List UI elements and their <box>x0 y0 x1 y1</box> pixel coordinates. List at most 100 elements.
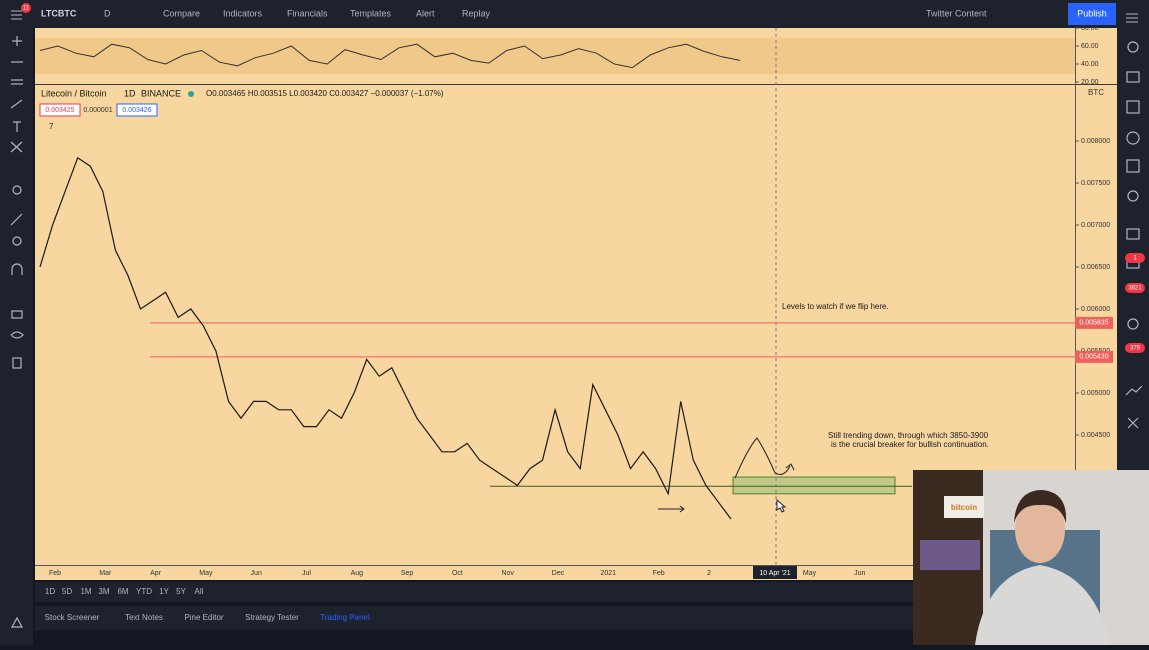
sidebar-badge-text: 1 <box>1133 256 1137 262</box>
oscillator-line <box>39 43 741 69</box>
cursor <box>776 498 787 513</box>
level-label: 0.005835 <box>1079 320 1108 327</box>
sell-box[interactable] <box>39 103 81 117</box>
chart-exchange: BINANCE <box>141 88 181 98</box>
projection-drawing <box>734 437 795 479</box>
ohlc: O0.003465 H0.003515 L0.003420 C0.003427 … <box>206 89 444 98</box>
crosshair-label: 10 Apr '21 <box>759 570 790 577</box>
range-button[interactable]: YTD <box>136 587 152 596</box>
x-tick-label: 2 <box>707 570 711 577</box>
spread: 0.000001 <box>83 107 112 114</box>
oscillator-tick-label: 20.00 <box>1081 79 1099 86</box>
hair <box>1014 490 1067 523</box>
range-button[interactable]: 1D <box>45 587 55 596</box>
x-tick-label: Jun <box>251 570 262 577</box>
sign-text: bitcoin <box>951 503 977 512</box>
y-tick-label: 0.004500 <box>1081 432 1110 439</box>
x-tick-label: May <box>803 570 817 577</box>
x-tick-label: Aug <box>351 570 364 577</box>
sidebar-badge <box>1125 283 1145 293</box>
sidebar-badge <box>1125 253 1145 263</box>
x-tick-label: Nov <box>501 570 514 577</box>
x-tick-label: Jun <box>854 570 865 577</box>
books <box>920 540 980 570</box>
range-button[interactable]: 1Y <box>159 587 169 596</box>
oscillator-tick-label: 40.00 <box>1081 61 1099 68</box>
y-tick-label: 0.005000 <box>1081 390 1110 397</box>
toolbar-icons <box>11 10 1138 23</box>
x-tick-label: Dec <box>552 570 565 577</box>
y-tick-label: 0.008000 <box>1081 138 1110 145</box>
range-button[interactable]: 6M <box>117 587 128 596</box>
annotation: Levels to watch if we flip here. <box>782 302 889 311</box>
currency: BTC <box>1088 88 1104 97</box>
publish-label[interactable]: Publish <box>1077 8 1107 18</box>
face <box>1015 497 1065 563</box>
toolbar-item[interactable]: Replay <box>462 8 491 18</box>
x-tick-label: Mar <box>99 570 112 577</box>
toolbar-item[interactable]: Financials <box>287 8 328 18</box>
range-button[interactable]: 5D <box>62 587 72 596</box>
webcam: bitcoin <box>913 470 1149 645</box>
range-button[interactable]: All <box>195 587 204 596</box>
level-label-box <box>1075 316 1113 329</box>
interval[interactable]: D <box>104 8 111 18</box>
sell-price[interactable]: 0.003425 <box>45 107 74 114</box>
toolbar-item[interactable]: Indicators <box>223 8 263 18</box>
y-tick-label: 0.007500 <box>1081 180 1110 187</box>
top-toolbar <box>0 0 1149 28</box>
indicator-count[interactable]: 7 <box>49 122 54 131</box>
badge-text: 11 <box>23 6 30 12</box>
y-tick-label: 0.006000 <box>1081 306 1110 313</box>
panel-tab[interactable]: Strategy Tester <box>245 613 299 622</box>
price-line <box>39 156 732 520</box>
market-status <box>188 91 194 97</box>
sign <box>944 496 984 518</box>
publish-button[interactable] <box>1068 3 1116 25</box>
sidebar-badge <box>1125 343 1145 353</box>
toolbar-item[interactable]: Templates <box>350 8 392 18</box>
notification-badge <box>21 3 31 13</box>
range-button[interactable]: 1M <box>80 587 91 596</box>
level-label-box <box>1075 350 1113 363</box>
symbol[interactable]: LTCBTC <box>41 8 77 18</box>
range-bar <box>35 582 1117 602</box>
panel-tab[interactable]: Pine Editor <box>184 613 223 622</box>
x-tick-label: Feb <box>653 570 665 577</box>
panel-tab[interactable]: Trading Panel <box>320 613 370 622</box>
x-tick-label: Sep <box>401 570 414 577</box>
chart-title: Litecoin / Bitcoin <box>41 88 107 98</box>
panel-tab[interactable]: Stock Screener <box>45 613 100 622</box>
right-tools <box>1125 41 1143 429</box>
arrow-drawing <box>658 505 685 513</box>
drawing-tools <box>10 36 24 628</box>
buy-price[interactable]: 0.003426 <box>122 107 151 114</box>
sidebar-badge-text: 379 <box>1130 346 1141 352</box>
x-tick-label: May <box>199 570 213 577</box>
range-button[interactable]: 5Y <box>176 587 186 596</box>
oscillator-tick-label: 60.00 <box>1081 43 1099 50</box>
x-tick-label: Apr <box>150 570 162 577</box>
crosshair-label-box <box>753 566 797 579</box>
sweater <box>975 565 1110 645</box>
left-sidebar <box>0 28 33 645</box>
sidebar-badge-text: 3821 <box>1128 286 1142 292</box>
toolbar-item[interactable]: Compare <box>163 8 200 18</box>
chart-interval: 1D <box>124 88 136 98</box>
x-tick-label: 2021 <box>601 570 617 577</box>
x-tick-label: Oct <box>452 570 463 577</box>
y-tick-label: 0.006500 <box>1081 264 1110 271</box>
range-button[interactable]: 3M <box>98 587 109 596</box>
annotation: is the crucial breaker for bullish conti… <box>831 440 989 449</box>
y-tick-label: 0.007000 <box>1081 222 1110 229</box>
panel-tab[interactable]: Text Notes <box>125 613 163 622</box>
zone <box>732 476 896 495</box>
buy-box[interactable] <box>116 103 158 117</box>
x-tick-label: Feb <box>49 570 61 577</box>
layout-name[interactable]: Twitter Content <box>926 8 987 18</box>
toolbar-item[interactable]: Alert <box>416 8 435 18</box>
x-tick-label: Jul <box>302 570 311 577</box>
oscillator-tick-label: 80.00 <box>1081 25 1099 32</box>
